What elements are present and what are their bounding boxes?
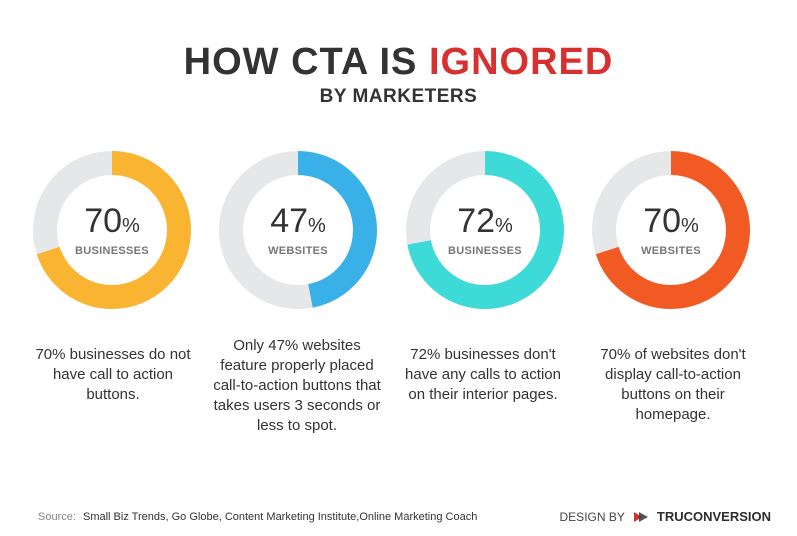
donut-2: 47% WEBSITES xyxy=(219,151,377,309)
donut-value-arc xyxy=(406,151,564,309)
source-note: Source: Small Biz Trends, Go Globe, Cont… xyxy=(38,511,477,523)
stat-description-3: 72% businesses don't have any calls to a… xyxy=(405,346,561,403)
donut-4: 70% WEBSITES xyxy=(592,151,750,309)
donut-category-label: WEBSITES xyxy=(641,245,701,257)
donut-category-label: WEBSITES xyxy=(268,245,328,257)
donut-value-label: 72% xyxy=(457,202,513,240)
donut-value-number: 70 xyxy=(84,202,122,240)
design-credit: DESIGN BY TRUCONVERSION xyxy=(560,509,771,524)
stat-description-4: 70% of websites don't display call-to-ac… xyxy=(600,346,746,423)
donut-category-label: BUSINESSES xyxy=(75,245,149,257)
donut-value-number: 47 xyxy=(270,202,308,240)
donut-3: 72% BUSINESSES xyxy=(406,151,564,309)
stat-description-2: Only 47% websites feature properly place… xyxy=(213,337,381,434)
donut-value-number: 72 xyxy=(457,202,495,240)
donut-value-unit: % xyxy=(122,215,140,237)
donut-value-label: 70% xyxy=(643,202,699,240)
source-label: Source: xyxy=(38,511,76,523)
donut-1: 70% BUSINESSES xyxy=(33,151,191,309)
donut-value-number: 70 xyxy=(643,202,681,240)
donut-value-label: 70% xyxy=(84,202,140,240)
donut-value-unit: % xyxy=(681,215,699,237)
donut-category-label: BUSINESSES xyxy=(448,245,522,257)
donut-value-label: 47% xyxy=(270,202,326,240)
page-title: HOW CTA IS IGNORED xyxy=(0,40,797,84)
donut-value-arc xyxy=(592,151,750,309)
credit-brand: TRUCONVERSION xyxy=(656,509,771,524)
donut-value-unit: % xyxy=(495,215,513,237)
source-text: Small Biz Trends, Go Globe, Content Mark… xyxy=(82,511,478,523)
donut-charts: 70%BUSINESSES47%WEBSITES72%BUSINESSES70%… xyxy=(33,151,750,309)
donut-value-arc xyxy=(33,151,191,309)
page-subtitle: BY MARKETERS xyxy=(319,86,478,107)
stat-description-1: 70% businesses do not have call to actio… xyxy=(35,346,191,403)
truconversion-logo-icon xyxy=(633,511,648,522)
donut-value-unit: % xyxy=(308,215,326,237)
donut-value-arc xyxy=(219,151,377,309)
title-part-2-highlight: IGNORED xyxy=(428,41,614,83)
title-part-1: HOW CTA IS xyxy=(183,41,418,83)
credit-label: DESIGN BY xyxy=(559,509,625,524)
